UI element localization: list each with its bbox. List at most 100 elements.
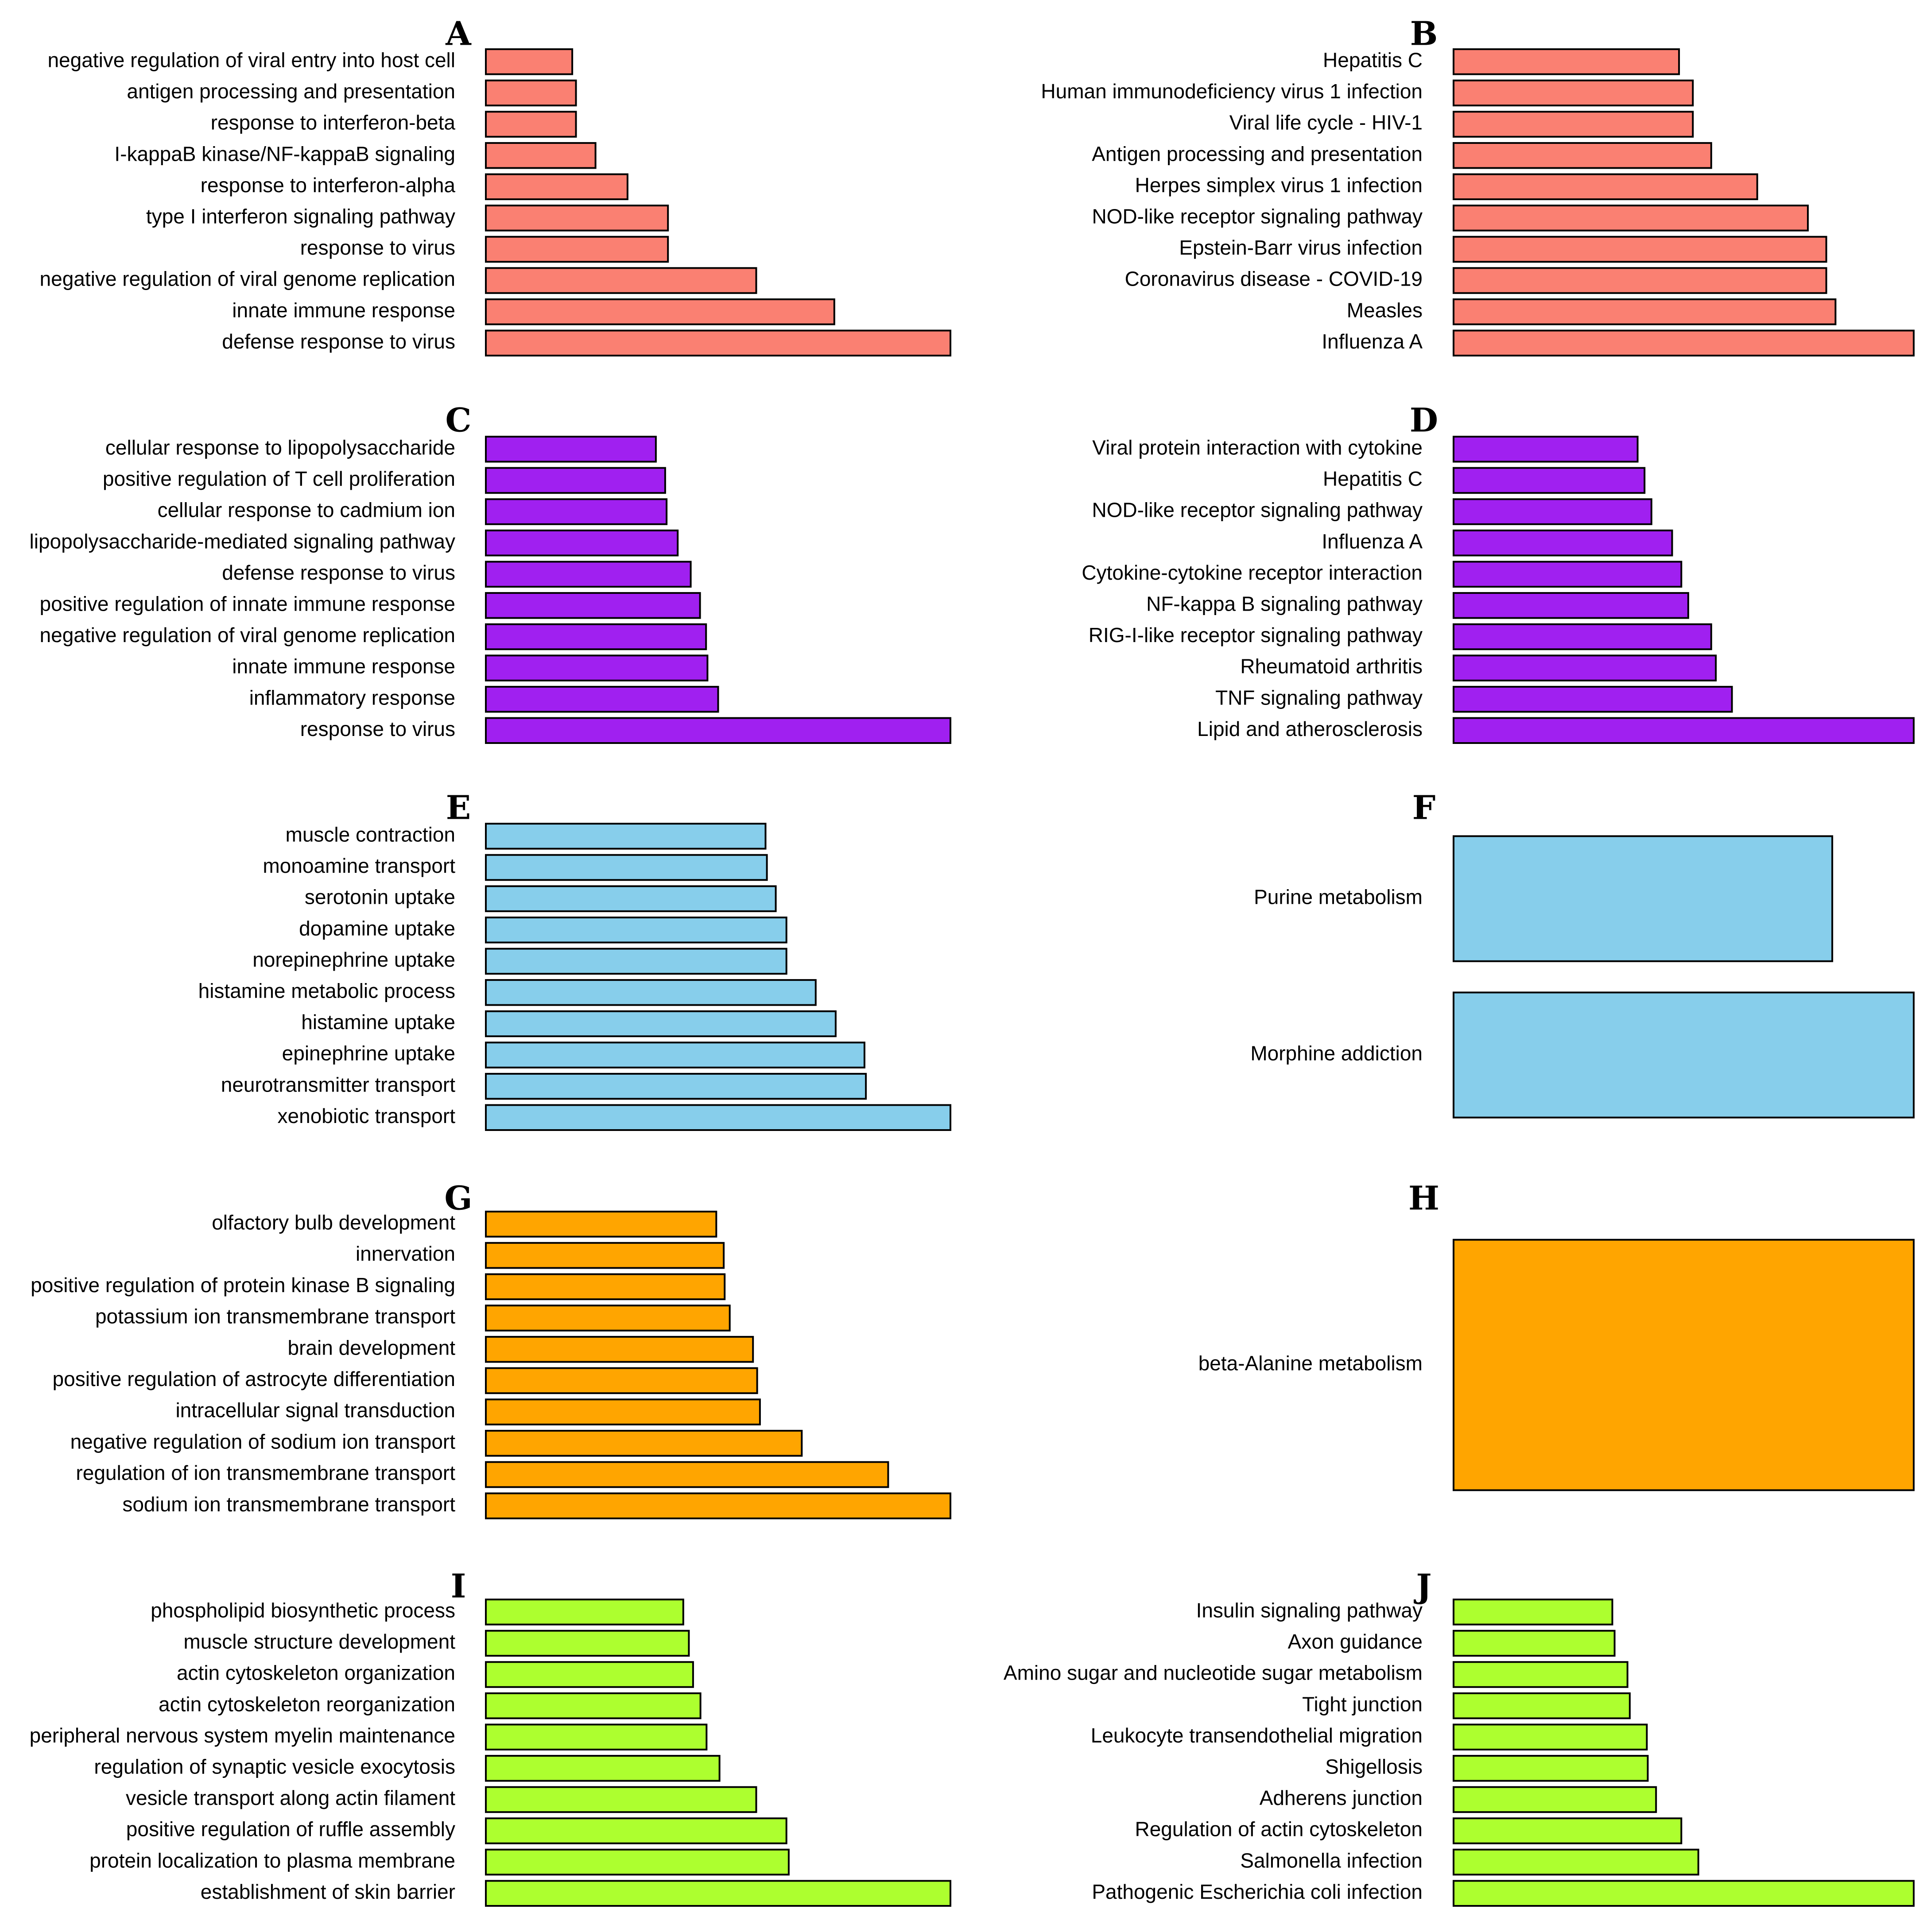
term-label-d-6: NF-kappa B signaling pathway	[1146, 592, 1423, 615]
bar-j-6	[1453, 1755, 1649, 1782]
bar-d-6	[1453, 592, 1689, 619]
bar-a-4	[485, 142, 597, 169]
panel-letter-d: D	[1410, 402, 1438, 440]
bar-d-4	[1453, 529, 1673, 557]
bar-h-1	[1453, 1239, 1915, 1491]
bar-j-1	[1453, 1599, 1613, 1626]
bar-g-10	[485, 1492, 951, 1519]
bar-j-9	[1453, 1848, 1699, 1876]
bar-e-6	[485, 979, 817, 1006]
term-label-b-1: Hepatitis C	[1323, 48, 1423, 71]
term-label-j-9: Salmonella infection	[1240, 1849, 1423, 1872]
term-label-h-1: beta-Alanine metabolism	[1198, 1352, 1423, 1375]
bar-c-2	[485, 467, 666, 494]
term-label-j-1: Insulin signaling pathway	[1196, 1599, 1423, 1622]
bar-g-1	[485, 1211, 717, 1238]
term-label-b-7: Epstein-Barr virus infection	[1179, 236, 1423, 259]
term-label-e-8: epinephrine uptake	[282, 1042, 455, 1065]
bar-g-5	[485, 1336, 754, 1363]
bar-d-2	[1453, 467, 1646, 494]
term-label-b-2: Human immunodeficiency virus 1 infection	[1041, 80, 1423, 103]
bar-i-2	[485, 1630, 690, 1657]
bar-e-7	[485, 1010, 837, 1038]
bar-a-5	[485, 173, 628, 200]
term-label-a-3: response to interferon-beta	[211, 111, 456, 134]
bar-a-10	[485, 329, 951, 356]
bar-j-4	[1453, 1692, 1631, 1719]
panel-letter-j: J	[1413, 1568, 1431, 1606]
bar-e-5	[485, 948, 787, 975]
term-label-j-4: Tight junction	[1302, 1692, 1423, 1715]
bar-g-7	[485, 1398, 761, 1425]
term-label-i-9: protein localization to plasma membrane	[89, 1849, 455, 1872]
bar-i-5	[485, 1723, 708, 1750]
bar-c-6	[485, 592, 701, 619]
bar-c-3	[485, 498, 668, 525]
term-label-j-3: Amino sugar and nucleotide sugar metabol…	[1004, 1661, 1423, 1684]
bar-e-2	[485, 854, 768, 881]
term-label-e-10: xenobiotic transport	[278, 1104, 456, 1127]
bar-i-9	[485, 1848, 790, 1876]
term-label-d-3: NOD-like receptor signaling pathway	[1092, 499, 1423, 522]
bar-b-2	[1453, 79, 1694, 107]
term-label-g-7: intracellular signal transduction	[175, 1399, 455, 1422]
term-label-a-6: type I interferon signaling pathway	[146, 205, 455, 228]
term-label-d-1: Viral protein interaction with cytokine	[1092, 436, 1423, 459]
term-label-d-2: Hepatitis C	[1323, 467, 1423, 490]
bar-c-10	[485, 717, 951, 744]
term-label-i-4: actin cytoskeleton reorganization	[159, 1692, 455, 1715]
panel-letter-c: C	[446, 402, 472, 440]
term-label-f-1: Purine metabolism	[1254, 886, 1423, 909]
bar-d-1	[1453, 436, 1639, 463]
term-label-j-2: Axon guidance	[1288, 1630, 1423, 1653]
term-label-c-5: defense response to virus	[222, 561, 455, 584]
term-label-e-9: neurotransmitter transport	[221, 1073, 455, 1096]
term-label-e-6: histamine metabolic process	[198, 979, 455, 1002]
term-label-c-2: positive regulation of T cell proliferat…	[103, 467, 455, 490]
bar-j-5	[1453, 1723, 1648, 1750]
term-label-d-9: TNF signaling pathway	[1215, 686, 1423, 709]
term-label-c-1: cellular response to lipopolysaccharide	[105, 436, 455, 459]
bar-g-9	[485, 1461, 889, 1488]
bar-i-10	[485, 1880, 951, 1907]
panel-letter-e: E	[446, 789, 471, 827]
term-label-a-4: I-kappaB kinase/NF-kappaB signaling	[114, 142, 455, 165]
bar-b-4	[1453, 142, 1712, 169]
bar-g-3	[485, 1273, 726, 1301]
bar-a-3	[485, 111, 577, 138]
bar-a-6	[485, 205, 669, 232]
bar-i-8	[485, 1817, 787, 1844]
term-label-e-4: dopamine uptake	[299, 917, 455, 940]
term-label-i-7: vesicle transport along actin filament	[126, 1786, 455, 1809]
bar-f-1	[1453, 835, 1834, 962]
bar-e-10	[485, 1104, 951, 1131]
term-label-g-8: negative regulation of sodium ion transp…	[70, 1430, 456, 1453]
bar-d-8	[1453, 654, 1717, 681]
term-label-a-10: defense response to virus	[222, 330, 455, 353]
bar-i-4	[485, 1692, 702, 1719]
term-label-b-8: Coronavirus disease - COVID-19	[1125, 267, 1423, 290]
bar-e-8	[485, 1041, 865, 1069]
bar-b-1	[1453, 48, 1680, 75]
term-label-b-6: NOD-like receptor signaling pathway	[1092, 205, 1423, 228]
term-label-g-1: olfactory bulb development	[212, 1211, 455, 1234]
term-label-i-8: positive regulation of ruffle assembly	[126, 1818, 455, 1841]
bar-b-6	[1453, 205, 1809, 232]
term-label-g-5: brain development	[288, 1336, 456, 1359]
bar-j-3	[1453, 1661, 1628, 1688]
bar-d-3	[1453, 498, 1652, 525]
bar-g-4	[485, 1305, 731, 1332]
panel-letter-i: I	[451, 1568, 466, 1606]
bar-b-10	[1453, 329, 1915, 356]
bar-d-5	[1453, 561, 1683, 588]
term-label-i-10: establishment of skin barrier	[201, 1880, 455, 1903]
bar-i-1	[485, 1599, 684, 1626]
term-label-g-9: regulation of ion transmembrane transpor…	[76, 1461, 455, 1484]
bar-e-4	[485, 916, 787, 944]
term-label-g-10: sodium ion transmembrane transport	[122, 1493, 455, 1516]
term-label-c-10: response to virus	[300, 717, 455, 740]
term-label-d-4: Influenza A	[1322, 530, 1423, 553]
